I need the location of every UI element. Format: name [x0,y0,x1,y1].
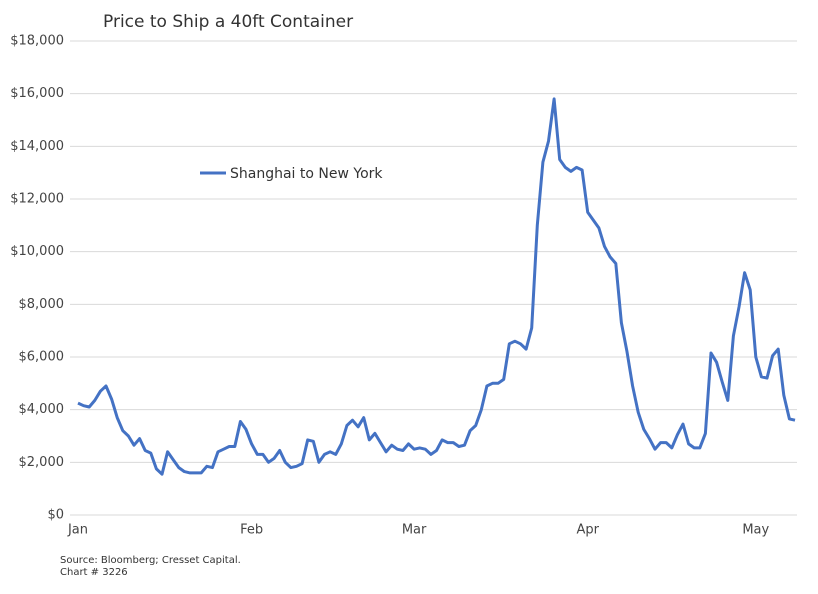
y-tick-label: $12,000 [10,192,64,207]
y-tick-label: $4,000 [19,402,65,417]
chart-title: Price to Ship a 40ft Container [103,12,353,32]
y-tick-label: $6,000 [19,350,65,365]
x-tick-label: Mar [402,523,427,538]
y-tick-label: $2,000 [19,455,65,470]
x-tick-label: Apr [576,523,599,538]
x-tick-label: May [742,523,769,538]
x-tick-label: Feb [240,523,263,538]
y-tick-label: $10,000 [10,244,64,259]
y-tick-label: $14,000 [10,139,64,154]
source-note: Source: Bloomberg; Cresset Capital. [60,555,241,566]
x-tick-label: Jan [67,523,88,538]
y-tick-label: $18,000 [10,34,64,49]
y-tick-label: $8,000 [19,297,65,312]
y-tick-label: $16,000 [10,86,64,101]
chart-number: Chart # 3226 [60,567,128,578]
data-line [77,97,796,476]
legend-label: Shanghai to New York [230,166,383,182]
y-tick-label: $0 [47,508,64,523]
